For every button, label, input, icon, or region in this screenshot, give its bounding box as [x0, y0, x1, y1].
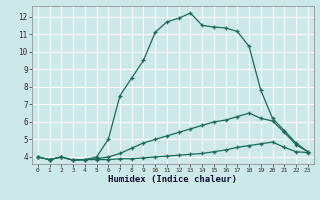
X-axis label: Humidex (Indice chaleur): Humidex (Indice chaleur)	[108, 175, 237, 184]
